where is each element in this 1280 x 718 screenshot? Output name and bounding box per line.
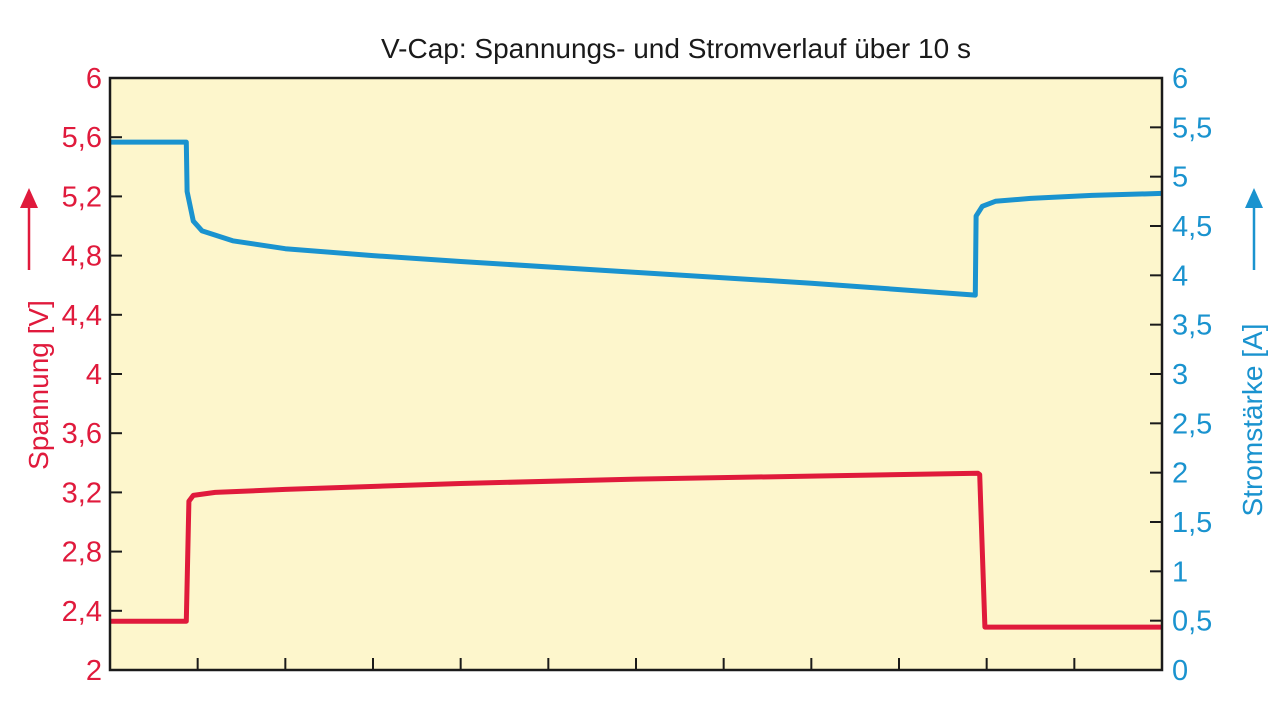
y-tick-label-right: 3,5	[1172, 310, 1212, 342]
y-tick-label-right: 1	[1172, 556, 1188, 588]
y-tick-label-right: 1,5	[1172, 507, 1212, 539]
y-axis-arrow-right	[1245, 188, 1263, 270]
y-tick-label-right: 5	[1172, 162, 1188, 194]
y-tick-label-left: 4,4	[62, 300, 102, 332]
y-tick-label-right: 0	[1172, 655, 1188, 687]
y-tick-label-right: 4	[1172, 260, 1188, 292]
y-tick-label-right: 2,5	[1172, 408, 1212, 440]
y-tick-label-left: 2,8	[62, 537, 102, 569]
y-tick-label-left: 2	[86, 655, 102, 687]
y-tick-label-right: 4,5	[1172, 211, 1212, 243]
y-tick-label-left: 4,8	[62, 241, 102, 273]
y-tick-label-left: 5,6	[62, 122, 102, 154]
chart-title: V-Cap: Spannungs- und Stromverlauf über …	[381, 33, 971, 64]
y-tick-label-right: 0,5	[1172, 606, 1212, 638]
y-tick-label-left: 4	[86, 359, 102, 391]
y-tick-label-left: 5,2	[62, 181, 102, 213]
y-tick-label-right: 5,5	[1172, 112, 1212, 144]
current-series-line	[110, 139, 1163, 298]
y-tick-label-left: 3,6	[62, 418, 102, 450]
y-tick-label-left: 6	[86, 63, 102, 95]
y-axis-label-right: Stromstärke [A]	[1237, 324, 1268, 517]
plot-area	[110, 78, 1162, 670]
voltage-series-line	[110, 470, 1162, 630]
y-tick-label-right: 2	[1172, 458, 1188, 490]
y-axis-arrow-left	[20, 188, 38, 270]
y-tick-label-right: 3	[1172, 359, 1188, 391]
y-tick-label-left: 3,2	[62, 477, 102, 509]
y-tick-label-right: 6	[1172, 63, 1188, 95]
y-axis-label-left: Spannung [V]	[23, 300, 54, 470]
plot-frame	[108, 76, 1164, 672]
y-tick-label-left: 2,4	[62, 596, 102, 628]
